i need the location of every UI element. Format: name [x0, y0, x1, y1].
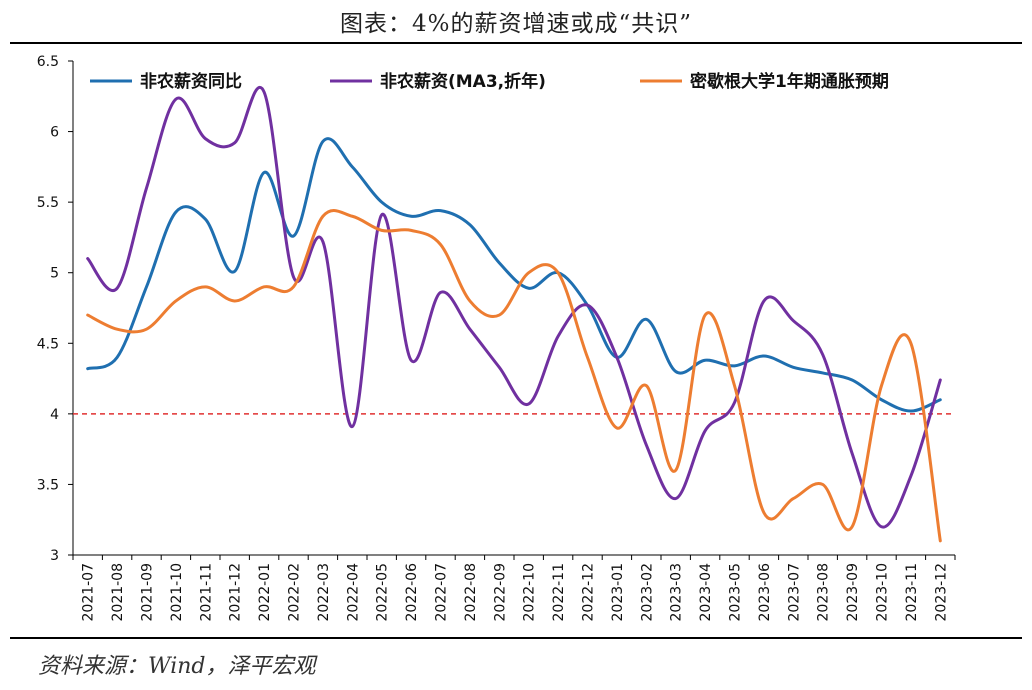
x-tick-label: 2021-09: [140, 563, 156, 622]
x-tick-label: 2023-08: [816, 563, 832, 622]
x-tick-label: 2022-10: [522, 563, 538, 622]
legend-label: 非农薪资(MA3,折年): [380, 71, 546, 92]
x-tick-label: 2023-04: [698, 563, 714, 622]
series-nonfarm-wage-ma3: [86, 86, 942, 529]
y-tick-label: 6.5: [37, 54, 59, 70]
legend-label: 密歇根大学1年期通胀预期: [690, 71, 889, 92]
axes: 3 3.5 4 4.5 5 5.5 6 6.5 2021-07 2021-08 2021-09 202…: [37, 54, 956, 622]
x-tick-label: 2022-02: [287, 563, 303, 622]
x-tick-label: 2023-12: [933, 563, 949, 622]
legend: 非农薪资同比 非农薪资(MA3,折年) 密歇根大学1年期通胀预期: [90, 71, 889, 92]
y-tick-label: 3.5: [37, 477, 59, 493]
x-tick-label: 2022-08: [463, 563, 479, 622]
y-tick-label: 6: [50, 125, 59, 141]
x-tick-label: 2022-04: [345, 563, 361, 622]
x-tick-label: 2023-03: [669, 563, 685, 622]
x-tick-label: 2023-07: [786, 563, 802, 622]
legend-label: 非农薪资同比: [140, 71, 242, 92]
chart-title: 图表：4%的薪资增速或成“共识”: [339, 11, 692, 37]
x-tick-label: 2023-09: [845, 563, 861, 622]
x-tick-label: 2023-05: [728, 563, 744, 622]
x-tick-label: 2023-11: [904, 563, 920, 622]
x-tick-label: 2022-06: [404, 563, 420, 622]
series-nonfarm-wage-yoy: [86, 137, 942, 413]
y-tick-label: 3: [50, 548, 59, 564]
source-note: 资料来源：Wind，泽平宏观: [38, 654, 316, 679]
series-michigan-inflation-expectation: [86, 208, 942, 543]
x-tick-label: 2022-07: [434, 563, 450, 622]
x-tick-label: 2021-07: [81, 563, 97, 622]
x-tick-label: 2022-01: [257, 563, 273, 622]
x-tick-label: 2022-05: [375, 563, 391, 622]
y-tick-label: 4.5: [37, 336, 59, 352]
x-tick-label: 2023-02: [639, 563, 655, 622]
x-tick-label: 2022-11: [551, 563, 567, 622]
x-tick-label: 2021-11: [198, 563, 214, 622]
x-tick-label: 2021-10: [169, 563, 185, 622]
x-tick-label: 2023-10: [875, 563, 891, 622]
x-tick-label: 2022-12: [581, 563, 597, 622]
x-tick-label: 2022-03: [316, 563, 332, 622]
x-tick-label: 2021-12: [228, 563, 244, 622]
x-tick-label: 2023-01: [610, 563, 626, 622]
series-group: [86, 86, 942, 543]
y-tick-label: 5: [50, 266, 59, 282]
y-tick-label: 4: [50, 407, 59, 423]
x-tick-label: 2022-09: [492, 563, 508, 622]
y-tick-label: 5.5: [37, 195, 59, 211]
x-tick-label: 2023-06: [757, 563, 773, 622]
x-tick-label: 2021-08: [110, 563, 126, 622]
